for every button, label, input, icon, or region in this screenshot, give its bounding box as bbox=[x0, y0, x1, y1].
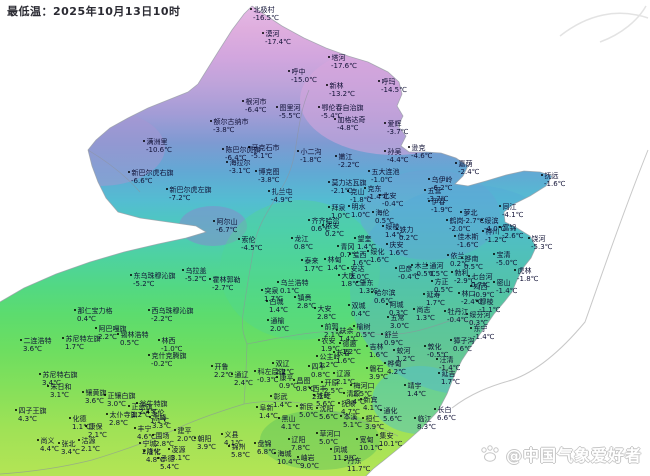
watermark: @中国气象爱好者 bbox=[479, 442, 642, 466]
province-boundaries bbox=[0, 89, 484, 475]
corner-watermark-squiggle-icon bbox=[559, 5, 649, 43]
temp-anomaly-patch bbox=[220, 200, 380, 340]
temp-anomaly-patch bbox=[300, 45, 490, 155]
russian-coastline bbox=[451, 149, 649, 409]
national-border-line bbox=[0, 5, 553, 476]
watermark-text: @中国气象爱好者 bbox=[505, 446, 642, 465]
temp-anomaly-patch bbox=[260, 410, 380, 470]
temp-anomaly-patch bbox=[360, 170, 500, 260]
paw-logo-icon bbox=[481, 445, 499, 462]
temp-anomaly-patch bbox=[35, 110, 165, 186]
temp-anomaly-patch bbox=[179, 206, 247, 246]
map-caption: 最低温：2025年10月13日10时 bbox=[7, 5, 181, 18]
temp-anomaly-patch bbox=[350, 185, 552, 395]
